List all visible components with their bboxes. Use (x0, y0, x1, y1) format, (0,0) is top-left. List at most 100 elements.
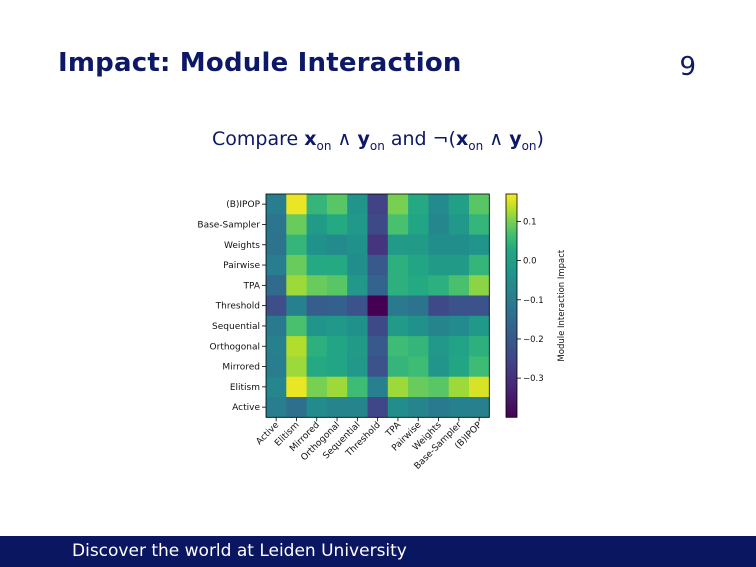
heatmap-cell (448, 397, 470, 418)
heatmap-cell (387, 275, 409, 296)
heatmap-cell (347, 356, 368, 378)
heatmap-cell (266, 295, 287, 317)
heatmap-cell (266, 234, 287, 256)
heatmap-cell (347, 234, 368, 256)
heatmap-cell (326, 397, 348, 418)
heatmap-cell (387, 194, 409, 215)
and-word: and (384, 128, 433, 150)
heatmap-cell (286, 356, 307, 378)
heatmap-cell (448, 254, 470, 276)
heatmap-cell (286, 336, 307, 357)
heatmap-cell (306, 315, 328, 337)
heatmap-cell (367, 315, 389, 337)
heatmap-cell (306, 356, 328, 378)
heatmap-cell (266, 376, 287, 398)
heatmap-cell (347, 376, 368, 398)
heatmap-cell (428, 275, 450, 296)
heatmap-cell (408, 295, 429, 317)
heatmap-cell (448, 295, 470, 317)
footer-text: Discover the world at Leiden University (72, 541, 407, 561)
row-label: Elitism (230, 383, 260, 393)
heatmap-cell (469, 254, 490, 276)
heatmap-cell (306, 275, 328, 296)
heatmap-cell (306, 336, 328, 357)
heatmap-cell (469, 295, 490, 317)
heatmap-cell (428, 336, 450, 357)
heatmap-cell (306, 214, 328, 235)
heatmap-cell (387, 397, 409, 418)
heatmap-cell (408, 356, 429, 378)
heatmap-cell (367, 356, 389, 378)
heatmap-cell (448, 275, 470, 296)
heatmap-cell (428, 214, 450, 235)
colorbar-gradient (505, 193, 518, 418)
slide-title: Impact: Module Interaction (58, 48, 462, 78)
and-symbol: ∧ (331, 128, 358, 150)
heatmap-cell (286, 254, 307, 276)
heatmap-cell (326, 295, 348, 317)
colorbar-tick-label: −0.3 (523, 374, 544, 384)
and-symbol-2: ∧ (483, 128, 510, 150)
heatmap-cell (306, 254, 328, 276)
heatmap-cell (266, 194, 287, 215)
heatmap-cell (347, 397, 368, 418)
y-sub-2: on (521, 138, 537, 153)
heatmap-cell (408, 234, 429, 256)
heatmap-cell (347, 315, 368, 337)
heatmap-cell (266, 397, 287, 418)
heatmap-cell (428, 295, 450, 317)
row-label: Mirrored (222, 363, 260, 373)
heatmap-cell (469, 194, 490, 215)
colorbar-tick-label: 0.1 (523, 217, 537, 227)
heatmap-cell (347, 214, 368, 235)
heatmap-cell (387, 336, 409, 357)
heatmap-cell (469, 397, 490, 418)
heatmap-cell (448, 234, 470, 256)
heatmap-cell (408, 194, 429, 215)
heatmap-cell (408, 275, 429, 296)
heatmap-cell (428, 397, 450, 418)
heatmap-cell (286, 295, 307, 317)
heatmap-cell (286, 376, 307, 398)
heatmap-cell (347, 194, 368, 215)
heatmap-cell (367, 254, 389, 276)
y-sub: on (369, 138, 385, 153)
heatmap-cell (286, 315, 307, 337)
x-sub: on (316, 138, 332, 153)
heatmap-cell (408, 397, 429, 418)
heatmap-cell (448, 214, 470, 235)
heatmap-cell (326, 376, 348, 398)
heatmap-cell (428, 194, 450, 215)
heatmap-cell (367, 376, 389, 398)
heatmap-cell (266, 336, 287, 357)
row-label: Weights (224, 241, 260, 251)
row-label: Orthogonal (210, 342, 260, 352)
heatmap-cell (469, 214, 490, 235)
neg-open: ¬( (432, 128, 456, 150)
heatmap-cell (266, 214, 287, 235)
heatmap-cell (266, 275, 287, 296)
heatmap-cell (428, 376, 450, 398)
row-label: Active (232, 403, 260, 413)
heatmap-cell (326, 275, 348, 296)
heatmap-cell (326, 336, 348, 357)
heatmap-cell (367, 397, 389, 418)
heatmap-cell (286, 234, 307, 256)
row-label: (B)IPOP (226, 200, 260, 210)
heatmap-cell (469, 336, 490, 357)
heatmap-cell (448, 194, 470, 215)
colorbar-tick-label: 0.0 (523, 257, 537, 267)
heatmap-cell (347, 275, 368, 296)
heatmap-cell (306, 397, 328, 418)
heatmap-cell (367, 336, 389, 357)
heatmap-cell (387, 315, 409, 337)
colorbar-label: Module Interaction Impact (557, 249, 567, 361)
y-var-2: y (509, 128, 522, 150)
heatmap-cell (326, 214, 348, 235)
heatmap-cell (367, 234, 389, 256)
heatmap-cell (347, 254, 368, 276)
heatmap-cell (367, 295, 389, 317)
heatmap-cell (266, 315, 287, 337)
x-var-2: x (455, 128, 469, 150)
